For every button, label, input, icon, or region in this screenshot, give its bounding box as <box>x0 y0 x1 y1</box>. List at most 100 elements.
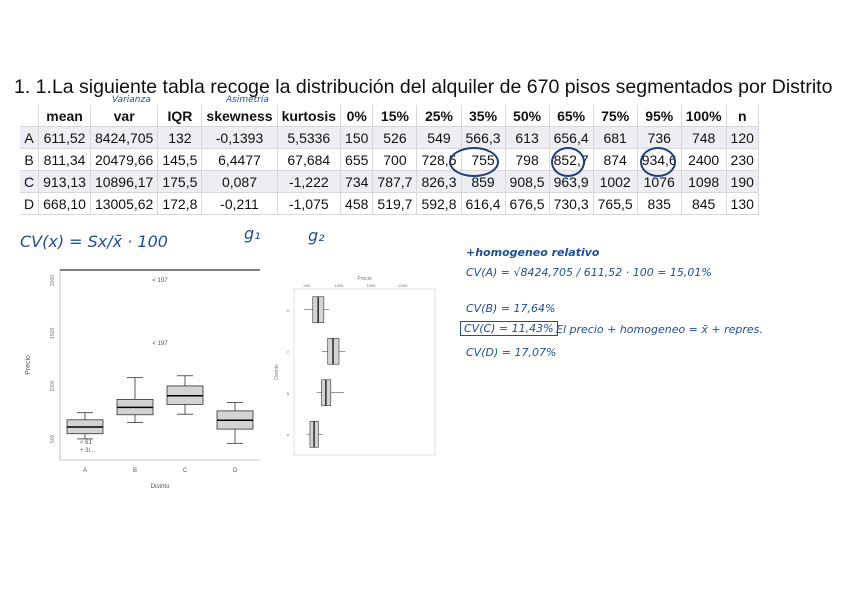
column-header: IQR <box>157 105 203 127</box>
table-cell: 8424,705 <box>90 126 159 149</box>
table-cell: 5,5336 <box>277 126 342 149</box>
column-header: 65% <box>549 105 594 127</box>
annotation-cv-a: CV(A) = √8424,705 / 611,52 · 100 = 15,01… <box>466 266 712 279</box>
table-cell: 458 <box>340 192 374 215</box>
annotation-cv-c-note: El precio + homogeneo = x̄ + repres. <box>556 323 763 336</box>
table-cell: 1098 <box>681 170 727 193</box>
column-header: mean <box>38 105 91 127</box>
table-cell: 145,5 <box>157 148 203 171</box>
plot2-xtick: 1000 <box>334 283 344 288</box>
table-cell: -1,222 <box>277 170 342 193</box>
boxplot-horizontal: Precio 500 1000 1500 2000 Distrito A B C D <box>274 276 436 456</box>
annotation-g1: g₁ <box>244 224 261 243</box>
table-cell: 835 <box>637 192 682 215</box>
column-header: n <box>726 105 759 127</box>
table-cell: 519,7 <box>372 192 418 215</box>
plot2-ytick: A <box>287 432 290 437</box>
table-cell: 172,8 <box>157 192 203 215</box>
table-cell: 845 <box>681 192 727 215</box>
plot1-xtick: D <box>233 468 238 474</box>
table-cell: 120 <box>726 126 759 149</box>
exercise-title: 1. 1.La siguiente tabla recoge la distri… <box>14 76 833 98</box>
column-header: var <box>90 105 159 127</box>
table-cell: 175,5 <box>157 170 203 193</box>
table-cell: 130 <box>726 192 759 215</box>
table-cell: 1076 <box>637 170 682 193</box>
table-cell: 734 <box>340 170 374 193</box>
column-header: 50% <box>505 105 550 127</box>
plot1-ytick: 1500 <box>50 328 56 339</box>
table-cell: 67,684 <box>277 148 342 171</box>
column-header: 95% <box>637 105 682 127</box>
table-cell: 811,34 <box>38 148 91 171</box>
column-header: 35% <box>461 105 506 127</box>
annotation-homogeneo-title: +homogeneo relativo <box>466 246 600 259</box>
table-cell: 0,087 <box>201 170 278 193</box>
plot1-xtick: C <box>183 468 188 474</box>
plot2-ylabel: Distrito <box>274 364 280 380</box>
table-cell: 20479,66 <box>90 148 159 171</box>
table-cell: 150 <box>340 126 374 149</box>
table-cell: 616,4 <box>461 192 506 215</box>
column-header: kurtosis <box>277 105 342 127</box>
table-cell: 765,5 <box>593 192 638 215</box>
table-cell: 908,5 <box>505 170 550 193</box>
table-cell: 611,52 <box>38 126 91 149</box>
boxplot-vertical: < 197 < 197 < 61 + 3/... Precio Distrito 500 10… <box>25 269 260 490</box>
table-row: D 668,10 13005,62 172,8 -0,211 -1,075 458 519,7… <box>20 192 759 215</box>
table-row: C 913,13 10896,17 175,5 0,087 -1,222 734 787,7 8… <box>20 170 759 193</box>
annotation-g2: g₂ <box>308 226 325 245</box>
table-cell: 230 <box>726 148 759 171</box>
plot1-xtick: B <box>133 468 137 474</box>
table-cell: 963,9 <box>549 170 594 193</box>
table-cell: 736 <box>637 126 682 149</box>
row-label: C <box>20 170 40 193</box>
annotation-cv-formula: CV(x) = Sx/x̄ · 100 <box>20 232 168 251</box>
plot1-title: < 197 <box>152 278 168 284</box>
circle-b-75 <box>640 147 676 177</box>
plot1-ytick: 1000 <box>50 380 56 391</box>
column-header: 15% <box>372 105 418 127</box>
plot1-ytick: 500 <box>50 434 56 443</box>
column-header: 75% <box>593 105 638 127</box>
row-label: D <box>20 192 40 215</box>
column-header: skewness <box>201 105 278 127</box>
table-cell: 700 <box>372 148 418 171</box>
table-cell: 549 <box>416 126 462 149</box>
plot1-xlabel: Distrito <box>151 484 170 490</box>
table-cell: 526 <box>372 126 418 149</box>
plot2-xtick: 1500 <box>366 283 376 288</box>
plot2-xtick: 2000 <box>399 283 409 288</box>
plot1-outlier-note: < 197 <box>152 341 168 347</box>
table-cell: 826,3 <box>416 170 462 193</box>
table-cell: 613 <box>505 126 550 149</box>
table-cell: 874 <box>593 148 638 171</box>
table-cell: 13005,62 <box>90 192 159 215</box>
plot2-ytick: C <box>287 349 290 354</box>
column-header: 25% <box>416 105 462 127</box>
table-cell: 655 <box>340 148 374 171</box>
table-cell: 132 <box>157 126 203 149</box>
column-header: 0% <box>340 105 374 127</box>
annotation-cv-b: CV(B) = 17,64% <box>466 302 556 315</box>
annotation-cv-c: CV(C) = 11,43% <box>460 321 558 336</box>
table-cell: -0,1393 <box>201 126 278 149</box>
table-cell: 787,7 <box>372 170 418 193</box>
table-cell: 10896,17 <box>90 170 159 193</box>
circle-b-50 <box>551 147 585 177</box>
plot2-ytick: B <box>287 391 290 396</box>
table-cell: 798 <box>505 148 550 171</box>
table-row: A 611,52 8424,705 132 -0,1393 5,5336 150 526 549… <box>20 126 759 149</box>
plot2-xtick: 500 <box>303 283 310 288</box>
row-label: A <box>20 126 40 149</box>
table-cell: 190 <box>726 170 759 193</box>
table-cell: 592,8 <box>416 192 462 215</box>
table-cell: 668,10 <box>38 192 91 215</box>
row-label: B <box>20 148 40 171</box>
plot1-outlier-note2: < 61 <box>80 440 93 446</box>
table-cell: 656,4 <box>549 126 594 149</box>
annotation-varianza: Varianza <box>112 95 151 105</box>
table-cell: 730,3 <box>549 192 594 215</box>
table-cell: 913,13 <box>38 170 91 193</box>
table-cell: 676,5 <box>505 192 550 215</box>
